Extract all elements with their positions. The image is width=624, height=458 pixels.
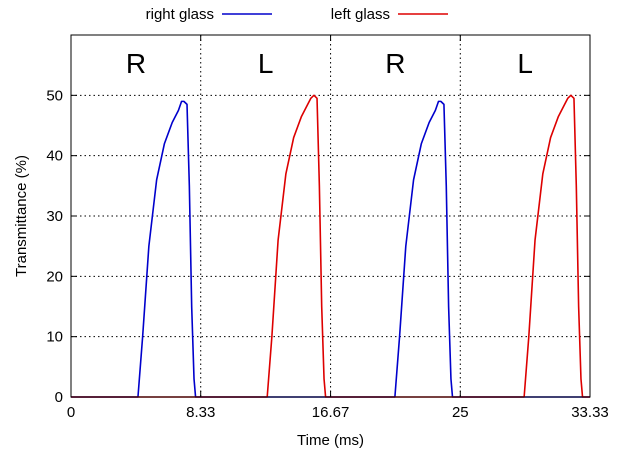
y-tick-label: 20 [46, 268, 63, 285]
legend-label-right-glass: right glass [146, 6, 214, 23]
y-axis-title: Transmittance (%) [13, 155, 30, 277]
frame-label-r: R [385, 48, 405, 79]
x-tick-label: 25 [452, 404, 469, 421]
axis-layer: 0 8.33 16.67 25 33.33 0 10 20 30 40 50 [46, 34, 609, 421]
legend: right glass left glass [146, 6, 448, 23]
y-tick-label: 40 [46, 148, 63, 165]
frame-label-r: R [126, 48, 146, 79]
grid-layer [71, 35, 590, 397]
y-tick-label: 10 [46, 329, 63, 346]
series-line-right-glass [71, 100, 590, 398]
x-tick-label: 16.67 [312, 404, 350, 421]
y-tick-label: 30 [46, 208, 63, 225]
y-tick-label: 50 [46, 87, 63, 104]
x-tick-label: 33.33 [571, 404, 609, 421]
x-axis-title: Time (ms) [297, 432, 364, 449]
series-layer [71, 94, 590, 398]
legend-label-left-glass: left glass [331, 6, 390, 23]
y-tick-label: 0 [55, 389, 63, 406]
frame-label-l: L [517, 48, 533, 79]
x-tick-label: 0 [67, 404, 75, 421]
frame-label-l: L [258, 48, 274, 79]
x-tick-label: 8.33 [186, 404, 215, 421]
